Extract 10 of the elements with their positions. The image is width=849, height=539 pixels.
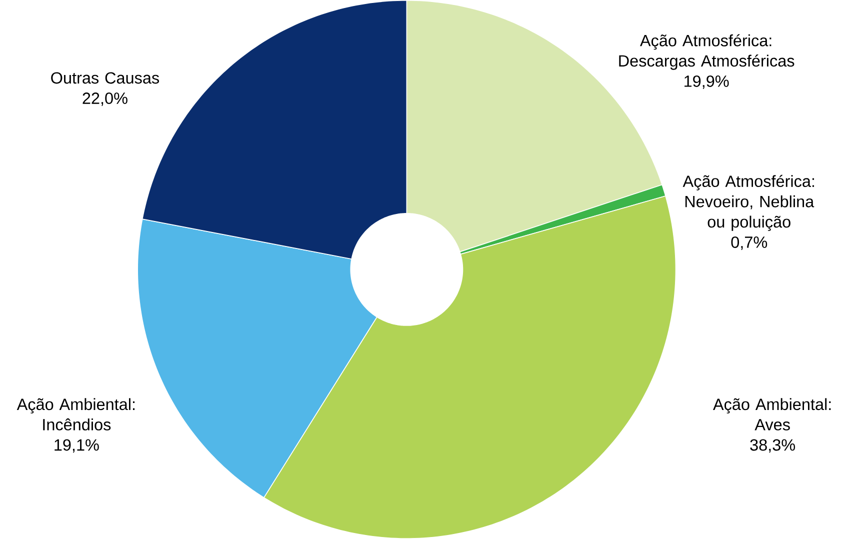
data-label: 22,0%: [82, 92, 128, 106]
slice-label: Outras Causas: [51, 72, 160, 84]
slice-label: Ação Atmosférica: Descargas Atmosféricas: [619, 34, 794, 70]
slice-label: Ação Atmosférica: Nevoeiro, Neblina ou poluição: [682, 174, 814, 231]
slice-label: Ação Ambiental: Incêndios: [16, 398, 135, 430]
data-label: 19,9%: [684, 75, 729, 89]
data-label: 0,7%: [731, 236, 768, 250]
slice-label: Ação Ambiental: Aves: [713, 398, 831, 430]
data-label: 38,3%: [750, 439, 796, 453]
data-label: 19,1%: [54, 439, 99, 453]
